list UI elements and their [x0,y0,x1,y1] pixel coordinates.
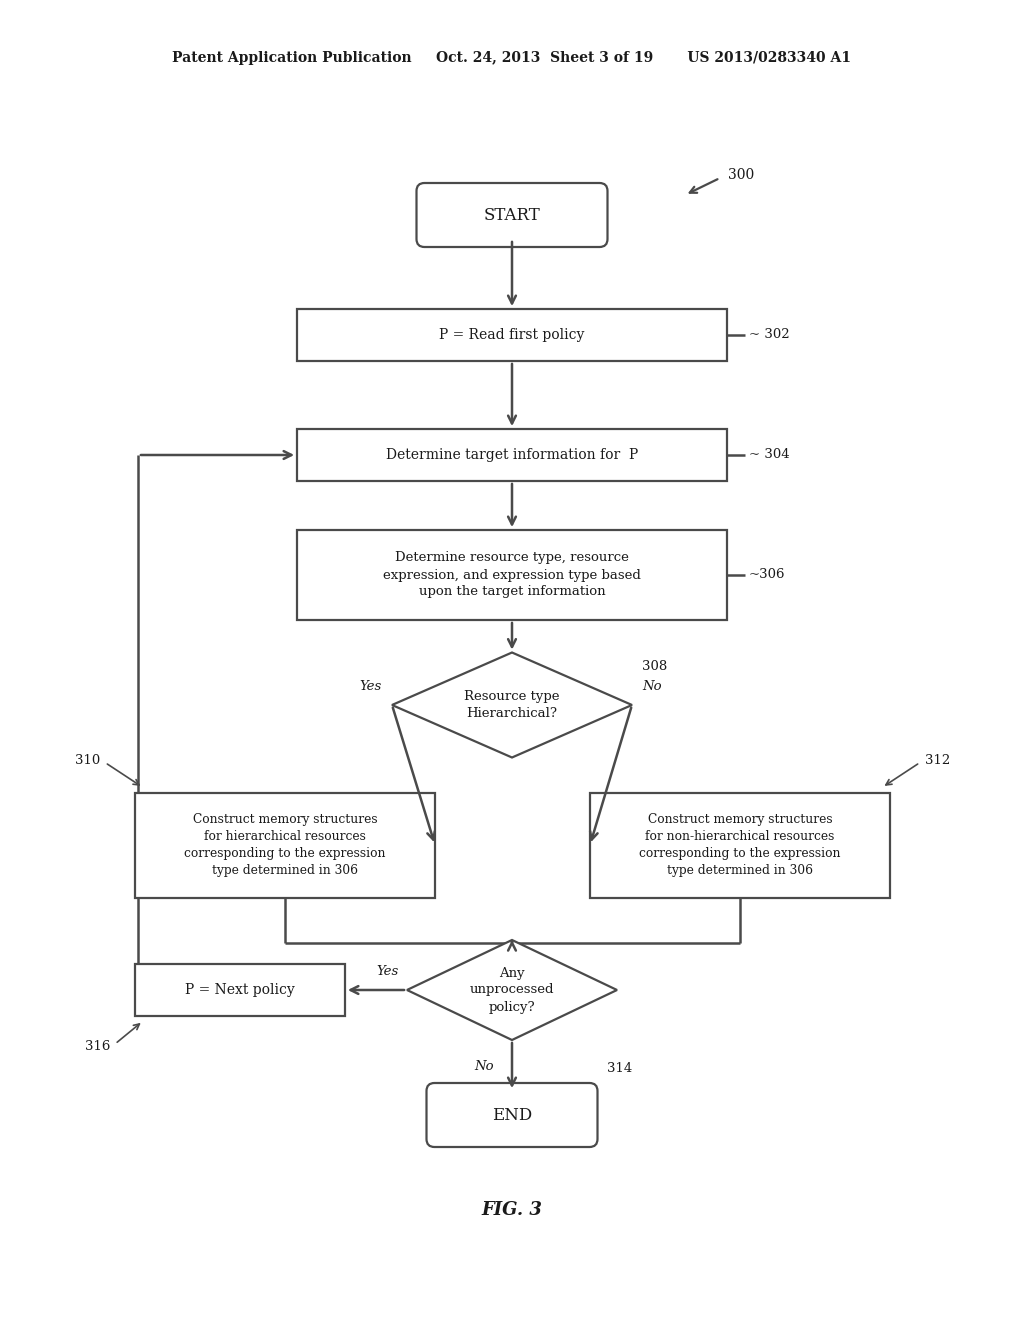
FancyBboxPatch shape [417,183,607,247]
Bar [135,792,435,898]
Text: ~ 304: ~ 304 [749,449,790,462]
Text: Construct memory structures
for non-hierarchical resources
corresponding to the : Construct memory structures for non-hier… [639,813,841,876]
Text: FIG. 3: FIG. 3 [481,1201,543,1218]
Text: END: END [492,1106,532,1123]
Text: 312: 312 [925,754,950,767]
FancyBboxPatch shape [427,1082,597,1147]
Text: 314: 314 [607,1063,632,1074]
Text: Determine target information for  P: Determine target information for P [386,447,638,462]
Text: ~306: ~306 [749,569,785,582]
Text: Determine resource type, resource
expression, and expression type based
upon the: Determine resource type, resource expres… [383,552,641,598]
Bar [297,531,727,620]
Text: 310: 310 [75,754,100,767]
Bar [297,429,727,480]
Bar [590,792,890,898]
Polygon shape [407,940,617,1040]
Text: START: START [483,206,541,223]
Text: Resource type
Hierarchical?: Resource type Hierarchical? [464,690,560,719]
Text: Any
unprocessed
policy?: Any unprocessed policy? [470,966,554,1014]
Text: P = Next policy: P = Next policy [185,983,295,997]
Text: 300: 300 [728,168,755,182]
Text: Yes: Yes [359,680,382,693]
Text: No: No [474,1060,494,1073]
Text: No: No [642,680,662,693]
Polygon shape [392,652,632,758]
Text: P = Read first policy: P = Read first policy [439,327,585,342]
Text: Patent Application Publication     Oct. 24, 2013  Sheet 3 of 19       US 2013/02: Patent Application Publication Oct. 24, … [172,51,852,65]
Text: ~ 302: ~ 302 [749,329,790,342]
Bar [135,964,345,1016]
Bar [297,309,727,360]
Text: 308: 308 [642,660,668,673]
Text: Yes: Yes [377,965,399,978]
Text: Construct memory structures
for hierarchical resources
corresponding to the expr: Construct memory structures for hierarch… [184,813,386,876]
Text: 316: 316 [85,1040,110,1052]
